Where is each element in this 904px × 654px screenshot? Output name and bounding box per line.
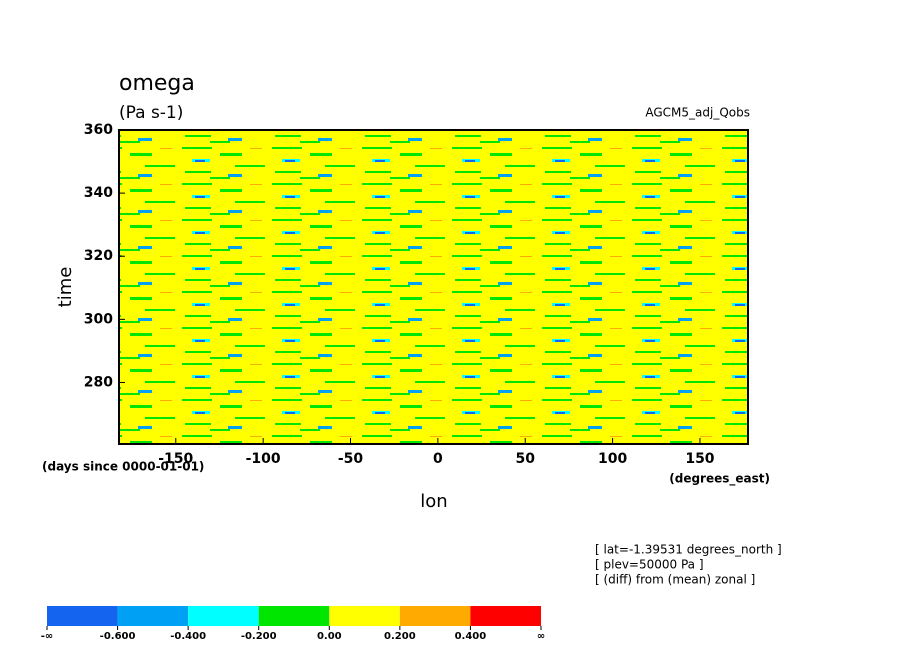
x-tick-label: -100 [246, 451, 281, 467]
colorbar-label: ∞ [537, 631, 545, 642]
colorbar-label: 0.200 [384, 631, 416, 642]
y-tick-label: 300 [84, 311, 113, 327]
subtitle: (Pa s-1) [119, 103, 183, 123]
colorbar-box [399, 606, 471, 626]
colorbar-label: -0.600 [100, 631, 136, 642]
colorbar-label: -∞ [41, 631, 53, 642]
y-tick-label: 340 [84, 185, 113, 201]
y-units: (days since 0000-01-01) [42, 460, 204, 474]
y-tick-label: 360 [84, 122, 113, 138]
y-tick-label: 320 [84, 248, 113, 264]
colorbar-label: 0.400 [455, 631, 487, 642]
colorbar-box [188, 606, 259, 626]
title: omega [119, 71, 195, 96]
x-axis-label: lon [420, 491, 447, 512]
x-tick-label: 100 [598, 451, 627, 467]
plot-frame [118, 129, 749, 445]
x-tick-label: 0 [433, 451, 443, 467]
colorbar-box [470, 606, 541, 626]
field [119, 130, 748, 444]
x-tick-label: 50 [515, 451, 535, 467]
y-axis-label: time [55, 267, 76, 308]
model-name: AGCM5_adj_Qobs [645, 106, 750, 120]
colorbar-box [47, 606, 118, 626]
x-tick-label: -50 [338, 451, 364, 467]
x-tick-label: -150 [158, 451, 193, 467]
colorbar-label: -0.400 [170, 631, 206, 642]
y-tick-label: 280 [84, 374, 113, 390]
colorbar-box [117, 606, 189, 626]
note: [ lat=-1.39531 degrees_north ] [595, 543, 782, 557]
x-units: (degrees_east) [669, 472, 770, 487]
note: [ (diff) from (mean) zonal ] [595, 573, 755, 587]
colorbar-label: 0.00 [317, 631, 342, 642]
note: [ plev=50000 Pa ] [595, 558, 704, 572]
colorbar-box [329, 606, 400, 626]
colorbar-label: -0.200 [241, 631, 277, 642]
colorbar-box [258, 606, 330, 626]
x-tick-label: 150 [685, 451, 714, 467]
